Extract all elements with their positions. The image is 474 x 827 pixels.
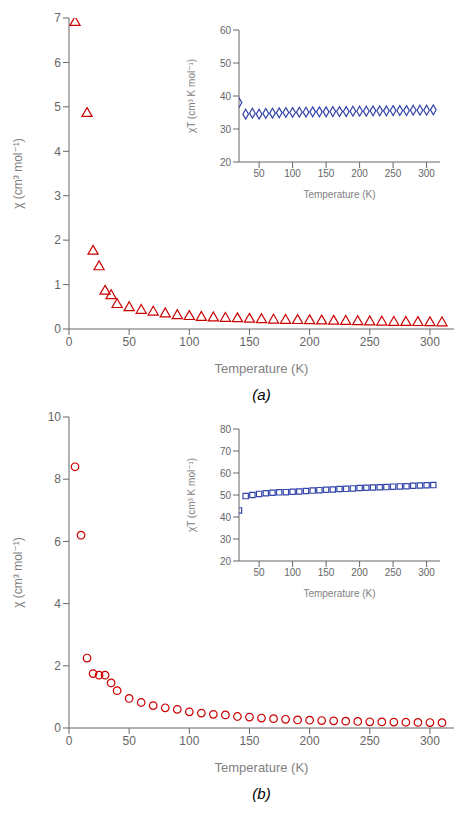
svg-text:250: 250 — [385, 567, 402, 578]
svg-text:100: 100 — [179, 335, 199, 349]
svg-text:Temperature (K): Temperature (K) — [215, 760, 309, 775]
svg-text:4: 4 — [54, 597, 61, 611]
svg-text:40: 40 — [220, 512, 232, 523]
svg-text:Temperature (K): Temperature (K) — [303, 588, 375, 599]
svg-text:20: 20 — [220, 556, 232, 567]
svg-text:150: 150 — [318, 168, 335, 179]
svg-text:50: 50 — [220, 490, 232, 501]
svg-text:150: 150 — [318, 567, 335, 578]
svg-text:20: 20 — [220, 157, 232, 168]
svg-text:300: 300 — [418, 567, 435, 578]
svg-text:χT (cm³ K mol⁻¹): χT (cm³ K mol⁻¹) — [186, 458, 197, 532]
svg-text:Temperature (K): Temperature (K) — [215, 361, 309, 376]
svg-text:2: 2 — [54, 233, 61, 247]
svg-text:70: 70 — [220, 446, 232, 457]
svg-text:200: 200 — [351, 567, 368, 578]
svg-text:10: 10 — [48, 410, 62, 424]
svg-text:300: 300 — [418, 168, 435, 179]
html-text:(b): (b) — [252, 785, 271, 802]
svg-text:250: 250 — [385, 168, 402, 179]
svg-text:200: 200 — [300, 335, 320, 349]
svg-text:100: 100 — [284, 168, 301, 179]
svg-text:Temperature (K): Temperature (K) — [303, 189, 375, 200]
svg-text:χ (cm³ mol⁻¹): χ (cm³ mol⁻¹) — [11, 537, 25, 608]
svg-text:7: 7 — [54, 11, 61, 25]
svg-text:6: 6 — [54, 535, 61, 549]
svg-text:100: 100 — [179, 734, 199, 748]
svg-text:0: 0 — [66, 335, 73, 349]
svg-text:3: 3 — [54, 189, 61, 203]
svg-text:80: 80 — [220, 424, 232, 435]
svg-text:0: 0 — [66, 734, 73, 748]
svg-text:5: 5 — [54, 100, 61, 114]
svg-text:60: 60 — [220, 25, 232, 36]
svg-text:150: 150 — [239, 734, 259, 748]
svg-text:30: 30 — [220, 534, 232, 545]
svg-text:300: 300 — [420, 734, 440, 748]
svg-text:50: 50 — [254, 168, 266, 179]
svg-text:250: 250 — [360, 335, 380, 349]
svg-text:200: 200 — [300, 734, 320, 748]
svg-text:50: 50 — [254, 567, 266, 578]
svg-text:30: 30 — [220, 124, 232, 135]
svg-text:50: 50 — [122, 335, 136, 349]
svg-text:50: 50 — [122, 734, 136, 748]
svg-text:1: 1 — [54, 278, 61, 292]
svg-text:60: 60 — [220, 468, 232, 479]
svg-text:150: 150 — [239, 335, 259, 349]
svg-text:100: 100 — [284, 567, 301, 578]
svg-text:0: 0 — [54, 322, 61, 336]
svg-text:χT (cm³ K mol⁻¹): χT (cm³ K mol⁻¹) — [186, 59, 197, 133]
svg-text:2: 2 — [54, 659, 61, 673]
svg-text:250: 250 — [360, 734, 380, 748]
svg-text:4: 4 — [54, 145, 61, 159]
svg-text:300: 300 — [420, 335, 440, 349]
svg-text:6: 6 — [54, 56, 61, 70]
html-text:(a): (a) — [252, 386, 271, 403]
svg-text:χ (cm³ mol⁻¹): χ (cm³ mol⁻¹) — [11, 138, 25, 209]
svg-text:8: 8 — [54, 472, 61, 486]
svg-text:200: 200 — [351, 168, 368, 179]
svg-text:40: 40 — [220, 91, 232, 102]
svg-text:0: 0 — [54, 721, 61, 735]
svg-text:50: 50 — [220, 58, 232, 69]
